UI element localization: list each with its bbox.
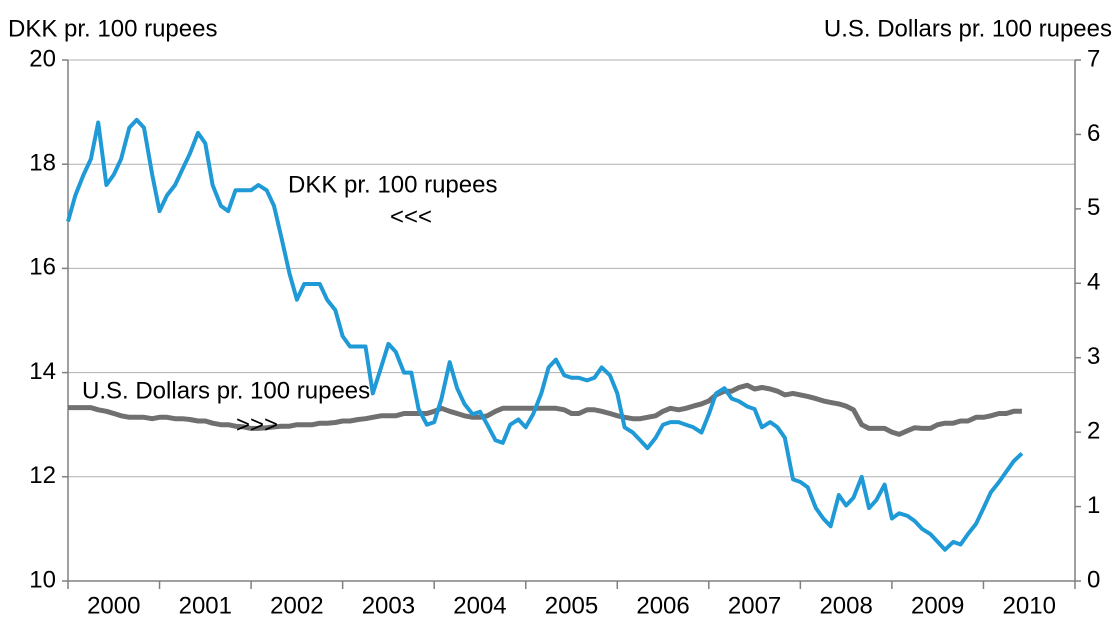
y2-tick-label: 6 xyxy=(1087,120,1100,147)
x-tick-label: 2002 xyxy=(270,592,323,619)
x-tick-label: 2000 xyxy=(87,592,140,619)
y2-tick-label: 2 xyxy=(1087,417,1100,444)
series-line xyxy=(66,117,1024,552)
x-tick-label: 2003 xyxy=(362,592,415,619)
x-tick-label: 2009 xyxy=(911,592,964,619)
x-tick-label: 2008 xyxy=(819,592,872,619)
y-tick-label: 10 xyxy=(29,566,56,593)
y2-tick-label: 4 xyxy=(1087,269,1100,296)
annotation: U.S. Dollars pr. 100 rupees xyxy=(82,377,370,404)
y-axis-title: DKK pr. 100 rupees xyxy=(8,15,217,42)
x-tick-label: 2001 xyxy=(179,592,232,619)
y2-tick-label: 0 xyxy=(1087,566,1100,593)
y-tick-label: 18 xyxy=(29,150,56,177)
y2-tick-label: 5 xyxy=(1087,194,1100,221)
y2-tick-label: 3 xyxy=(1087,343,1100,370)
y2-tick-label: 1 xyxy=(1087,492,1100,519)
series-line xyxy=(68,382,1022,437)
y-tick-label: 20 xyxy=(29,45,56,72)
x-tick-label: 2010 xyxy=(1003,592,1056,619)
x-tick-label: 2007 xyxy=(728,592,781,619)
y2-axis-title: U.S. Dollars pr. 100 rupees xyxy=(824,15,1112,42)
y-tick-label: 14 xyxy=(29,358,56,385)
x-tick-label: 2006 xyxy=(636,592,689,619)
y-tick-label: 16 xyxy=(29,254,56,281)
annotation: DKK pr. 100 rupees xyxy=(288,171,497,198)
x-tick-label: 2004 xyxy=(453,592,506,619)
x-tick-label: 2005 xyxy=(545,592,598,619)
y2-tick-label: 7 xyxy=(1087,45,1100,72)
annotation: >>> xyxy=(236,411,278,438)
annotation: <<< xyxy=(390,203,432,230)
y-tick-label: 12 xyxy=(29,462,56,489)
